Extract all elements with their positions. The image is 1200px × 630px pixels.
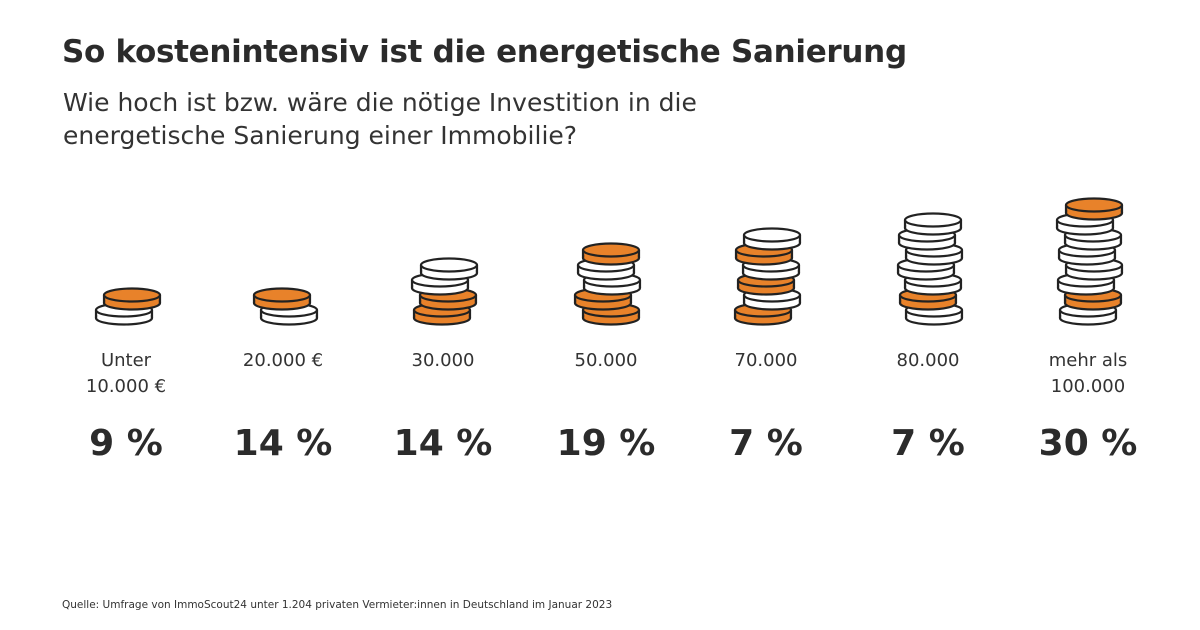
value-label: 14 % bbox=[394, 423, 493, 464]
category-label: mehr als bbox=[1049, 350, 1128, 371]
coin bbox=[412, 302, 472, 326]
coin bbox=[1064, 197, 1124, 221]
coin-stack-6 bbox=[896, 212, 964, 326]
category-label: 30.000 bbox=[412, 350, 475, 371]
value-label: 30 % bbox=[1039, 423, 1138, 464]
coin bbox=[581, 242, 641, 266]
coin bbox=[252, 287, 312, 311]
coin-stack-2 bbox=[252, 287, 319, 326]
coin bbox=[742, 227, 802, 251]
chart-title: So kostenintensiv ist die energetische S… bbox=[62, 34, 907, 70]
value-label: 19 % bbox=[557, 423, 656, 464]
chart-subtitle: Wie hoch ist bzw. wäre die nötige Invest… bbox=[63, 88, 697, 150]
coin bbox=[581, 302, 641, 326]
coin bbox=[903, 212, 963, 236]
value-label: 14 % bbox=[234, 423, 333, 464]
coin bbox=[102, 287, 162, 311]
category-label: Unter bbox=[101, 350, 152, 371]
category-label: 20.000 € bbox=[243, 350, 323, 371]
coin-stack-4 bbox=[573, 242, 642, 326]
coin-stack-5 bbox=[733, 227, 802, 326]
category-label: 10.000 € bbox=[86, 376, 166, 397]
value-label: 7 % bbox=[729, 423, 803, 464]
category-label: 70.000 bbox=[735, 350, 798, 371]
source-note: Quelle: Umfrage von ImmoScout24 unter 1.… bbox=[62, 599, 613, 611]
category-label: 50.000 bbox=[575, 350, 638, 371]
coin-stack-7 bbox=[1055, 197, 1124, 326]
category-label: 100.000 bbox=[1051, 376, 1125, 397]
coin-stack-3 bbox=[410, 257, 479, 326]
category-label: 80.000 bbox=[897, 350, 960, 371]
coin-stack-1 bbox=[94, 287, 162, 326]
value-label: 7 % bbox=[891, 423, 965, 464]
coin bbox=[1055, 212, 1115, 236]
coin bbox=[419, 257, 479, 281]
coin bbox=[742, 287, 802, 311]
value-label: 9 % bbox=[89, 423, 163, 464]
